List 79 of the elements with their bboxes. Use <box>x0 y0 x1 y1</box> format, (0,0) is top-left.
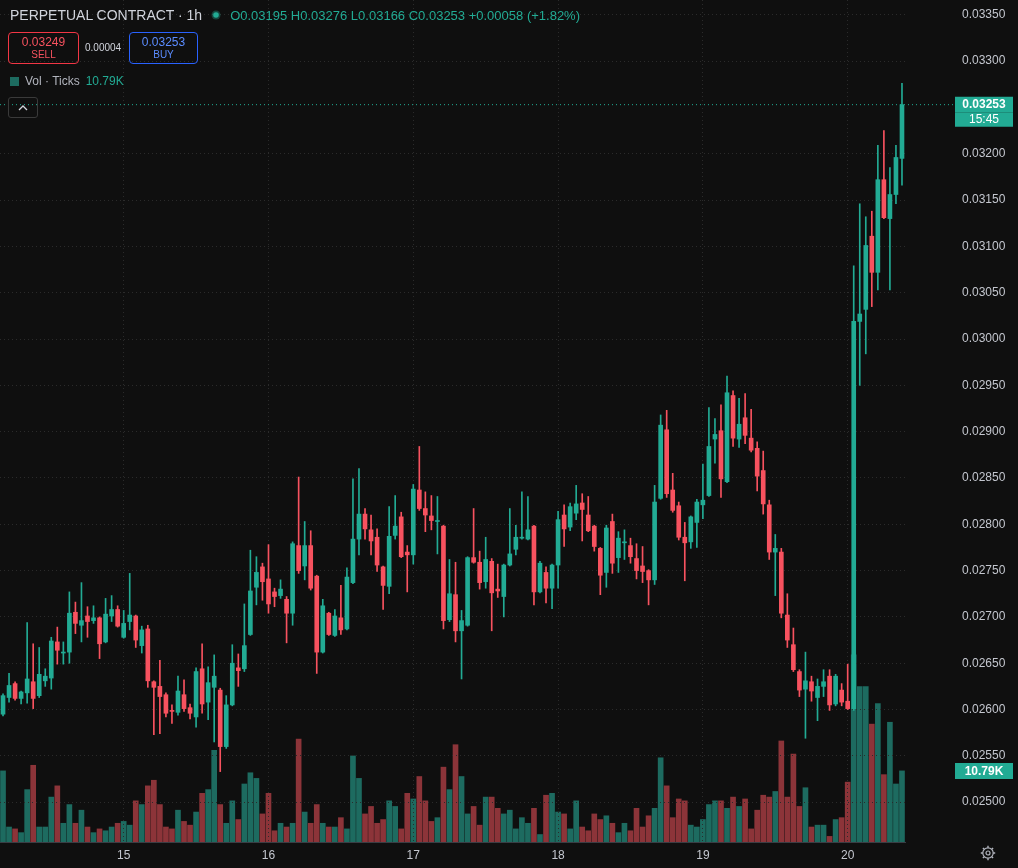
bar <box>132 800 139 842</box>
bar <box>718 800 724 842</box>
bar <box>175 809 181 842</box>
x-tick-label: 15 <box>117 847 131 862</box>
legend-label: Vol · Ticks <box>25 74 80 88</box>
y-tick-label: 0.02900 <box>962 423 1006 438</box>
bar <box>561 813 567 842</box>
y-tick-label: 0.02800 <box>962 516 1006 531</box>
x-tick-label: 17 <box>406 847 421 862</box>
bar <box>54 785 61 842</box>
candlestick <box>211 654 217 743</box>
bar <box>235 819 242 842</box>
y-tick-label: 0.02950 <box>962 377 1006 392</box>
sell-button: 0.03249 SELL <box>8 32 79 64</box>
candlestick <box>507 508 513 567</box>
bar <box>199 793 205 842</box>
bar <box>537 834 543 842</box>
bar <box>410 798 417 842</box>
buy-button: 0.03253 BUY <box>129 32 198 64</box>
bar <box>217 804 224 842</box>
bar <box>875 703 881 842</box>
bar <box>319 822 326 842</box>
candlestick <box>127 573 133 631</box>
bar <box>724 807 730 842</box>
text: O0.03195 H0.03276 L0.03166 C0.03253 +0.00058 (+1.82%) <box>230 7 580 23</box>
y-tick-label: 0.03050 <box>962 285 1006 300</box>
bar <box>482 796 489 842</box>
text: 10.79K <box>85 74 124 88</box>
y-tick-label: 0.02600 <box>962 701 1006 716</box>
y-tick-label: 0.02750 <box>962 562 1006 577</box>
bar <box>772 791 779 842</box>
annotation: 0.03249 <box>21 34 66 50</box>
annotation: SELL <box>31 49 56 61</box>
y-tick-label: 0.03000 <box>962 331 1006 346</box>
candlestick <box>392 495 398 540</box>
candlestick <box>169 704 175 724</box>
annotation: BUY <box>153 49 174 61</box>
bar <box>301 811 308 842</box>
bar <box>90 832 97 842</box>
y-tick-label: 0.03100 <box>962 238 1006 253</box>
text: PERPETUAL CONTRACT · 1h <box>10 7 203 23</box>
y-tick-label: 0.02700 <box>962 609 1006 624</box>
candlestick <box>235 653 241 687</box>
y-tick-label: 0.02500 <box>962 794 1006 809</box>
y-tick-label: 0.03150 <box>962 192 1006 207</box>
bar <box>325 826 332 842</box>
y-tick-label: 0.02550 <box>962 748 1006 763</box>
bar <box>338 817 344 842</box>
x-tick-label: 20 <box>841 847 855 862</box>
bar <box>12 828 18 842</box>
x-tick-label: 19 <box>696 847 710 862</box>
bar <box>603 815 610 842</box>
ref-line-label: 0.03253 <box>962 97 1007 112</box>
candlestick <box>772 534 778 596</box>
bar <box>138 804 145 842</box>
text: 15:45 <box>968 112 1000 127</box>
candlestick <box>573 485 579 520</box>
text: 10.79K <box>964 763 1004 778</box>
candlestick <box>519 491 525 540</box>
y-tick-label: 0.03200 <box>962 146 1006 161</box>
x-tick-label: 16 <box>261 847 276 862</box>
y-tick-label: 0.03300 <box>962 53 1006 68</box>
bar <box>193 811 199 842</box>
bar <box>543 794 549 842</box>
x-tick-label: 18 <box>551 847 566 862</box>
bar <box>531 807 537 842</box>
bar <box>736 806 742 842</box>
bar <box>868 723 875 842</box>
y-tick-label: 0.02650 <box>962 655 1006 670</box>
candlestick <box>579 493 585 542</box>
bar <box>730 796 736 842</box>
annotation: 0.00004 <box>85 42 122 53</box>
y-tick-label: 0.03350 <box>962 7 1006 22</box>
bar <box>881 774 887 842</box>
y-tick-label: 0.02850 <box>962 470 1006 485</box>
bar <box>332 826 338 842</box>
annotation: 0.03253 <box>141 34 186 50</box>
bar <box>30 764 37 842</box>
candlestick <box>151 680 157 735</box>
